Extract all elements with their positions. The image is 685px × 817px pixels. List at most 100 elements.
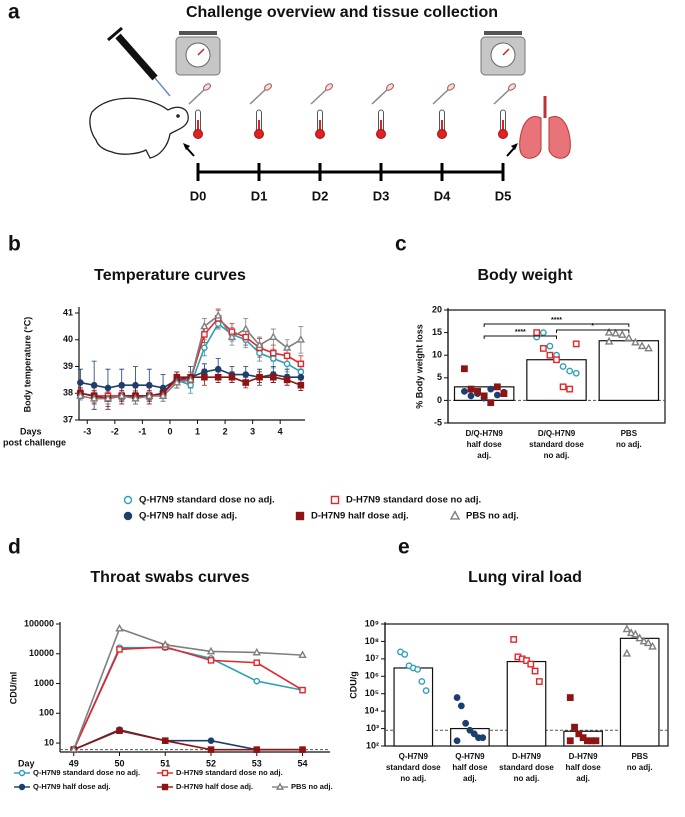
data-point xyxy=(643,638,653,647)
syringe-plunger xyxy=(107,26,123,42)
legend-label: PBS no adj. xyxy=(291,782,333,791)
data-point xyxy=(89,393,99,402)
day-label: D0 xyxy=(190,188,207,203)
data-point xyxy=(214,310,223,319)
y-axis-label: CDU/g xyxy=(348,671,358,699)
y-tick-label: 10⁹ xyxy=(365,618,379,628)
y-axis-label: CDU/ml xyxy=(8,672,18,705)
data-point xyxy=(116,727,123,734)
x-axis-label: Day xyxy=(18,758,35,768)
swab-tip xyxy=(264,83,272,91)
ferret-eye xyxy=(176,114,180,118)
data-point xyxy=(103,393,113,402)
x-tick-label: half dose xyxy=(566,763,602,772)
data-point xyxy=(200,321,209,330)
data-point xyxy=(480,392,488,400)
x-tick-label: 0 xyxy=(167,426,172,436)
significance-label: **** xyxy=(515,329,526,336)
significance-bracket xyxy=(556,329,630,333)
swab-tip xyxy=(386,83,394,91)
data-point xyxy=(624,333,634,342)
scale-plate xyxy=(179,31,217,35)
data-point xyxy=(467,385,475,393)
data-point xyxy=(256,349,263,357)
data-point xyxy=(69,744,78,753)
x-tick-label: D/Q-H7N9 xyxy=(538,429,576,438)
data-point xyxy=(201,331,208,338)
thermometer-bulb xyxy=(376,129,386,139)
data-point xyxy=(523,657,530,664)
bar xyxy=(526,359,587,402)
data-point xyxy=(418,678,426,685)
x-tick-label: half dose xyxy=(452,763,488,772)
panel-letter: e xyxy=(398,536,410,559)
data-point xyxy=(553,356,560,364)
swab-tip xyxy=(325,83,333,91)
y-tick-label: 40 xyxy=(63,334,73,344)
data-point xyxy=(500,390,508,398)
data-point xyxy=(453,694,461,701)
x-tick-label: half dose xyxy=(467,440,503,449)
panel-title: Lung viral load xyxy=(468,569,582,586)
data-point xyxy=(592,737,600,745)
data-point xyxy=(241,324,250,332)
day-label: D5 xyxy=(495,188,512,203)
legend-marker xyxy=(275,782,285,790)
data-point xyxy=(283,376,291,384)
data-point xyxy=(626,628,636,637)
data-point xyxy=(559,383,567,391)
arrow-head xyxy=(511,143,518,150)
legend-marker xyxy=(18,769,26,777)
data-point xyxy=(296,335,306,343)
data-point xyxy=(414,665,421,673)
bar xyxy=(506,660,547,747)
data-point xyxy=(510,636,518,643)
x-axis-label: Days xyxy=(20,426,42,436)
data-point xyxy=(604,336,614,345)
swab xyxy=(310,87,329,105)
data-point xyxy=(242,379,250,386)
data-point xyxy=(571,723,578,731)
x-tick-label: 51 xyxy=(160,758,170,768)
y-tick-label: -5 xyxy=(434,417,442,427)
arrow-head xyxy=(183,143,190,150)
data-point xyxy=(566,385,574,393)
data-point xyxy=(559,363,567,370)
series-line xyxy=(73,728,303,751)
legend-label: Q-H7N9 half dose adj. xyxy=(33,782,111,791)
scale-needle xyxy=(502,48,510,56)
data-point xyxy=(546,342,554,350)
data-point xyxy=(299,686,306,694)
data-point xyxy=(269,332,278,340)
y-tick-label: 41 xyxy=(63,307,73,317)
day-label: D4 xyxy=(434,188,451,203)
data-point xyxy=(252,647,261,656)
data-point xyxy=(297,368,305,376)
syringe-body xyxy=(115,33,158,81)
legend-marker xyxy=(330,495,340,505)
x-tick-label: 52 xyxy=(206,758,216,768)
data-point xyxy=(242,333,250,341)
data-point xyxy=(297,373,305,381)
data-point xyxy=(533,329,541,336)
legend-marker xyxy=(295,511,305,521)
data-point xyxy=(270,355,277,362)
x-tick-label: adj. xyxy=(463,774,477,783)
data-point xyxy=(118,381,126,389)
y-tick-label: 15 xyxy=(432,327,442,337)
data-point xyxy=(253,659,261,667)
day-label: D2 xyxy=(312,188,329,203)
x-tick-label: no adj. xyxy=(627,763,653,772)
x-axis-label: post challenge xyxy=(3,437,66,447)
x-tick-label: D-H7N9 xyxy=(512,752,541,761)
data-point xyxy=(255,340,264,349)
data-point xyxy=(117,391,126,399)
scale-plate xyxy=(484,31,522,35)
legend-marker xyxy=(123,511,133,521)
y-tick-label: 10⁷ xyxy=(365,653,379,663)
data-point xyxy=(493,383,501,391)
legend-marker xyxy=(123,495,133,505)
x-tick-label: D/Q-H7N9 xyxy=(465,429,503,438)
x-tick-label: D-H7N9 xyxy=(569,752,598,761)
x-tick-label: -2 xyxy=(111,426,119,436)
